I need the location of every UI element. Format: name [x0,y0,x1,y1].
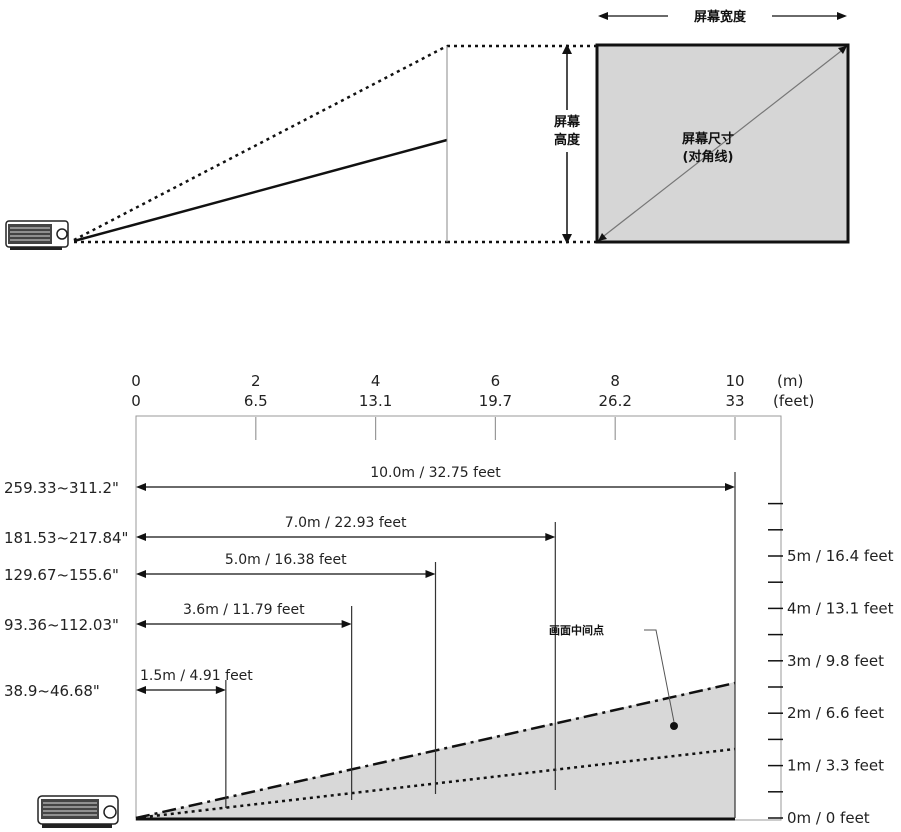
screen-size-label: 38.9~46.68" [4,682,100,700]
x-tick-label-m: 10 [725,372,744,390]
screen-height-label-1: 屏幕 [554,114,581,130]
center-point-marker [670,722,678,730]
x-tick-label-feet: 33 [725,392,744,410]
screen-size-label: 181.53~217.84" [4,529,128,547]
distance-label: 5.0m / 16.38 feet [225,552,347,568]
screen-size-label: 259.33~311.2" [4,479,119,497]
height-label: 0m / 0 feet [787,809,870,827]
center-point-leader [644,629,675,723]
distance-arrowhead-right [215,686,226,694]
screen-height-label-2: 高度 [554,132,581,148]
distance-label: 10.0m / 32.75 feet [370,465,501,481]
height-label: 4m / 13.1 feet [787,599,894,617]
height-label: 3m / 9.8 feet [787,652,884,670]
x-tick-label-feet: 13.1 [359,392,392,410]
screen-size-label: 129.67~155.6" [4,566,119,584]
distance-arrowhead-left [136,570,146,578]
projector-icon-bottom [37,795,119,828]
screen-size-label-2: (对角线) [683,149,734,165]
distance-arrowhead-left [136,686,146,694]
screen-diagonal [599,47,846,240]
distance-arrowhead-right [341,620,352,628]
x-tick-label-m: 0 [131,372,141,390]
x-unit-m: (m) [777,372,803,390]
beam-top-dotted [73,44,448,242]
screen-width-label: 屏幕宽度 [694,9,747,25]
x-tick-label-feet: 19.7 [479,392,512,410]
distance-label: 1.5m / 4.91 feet [140,668,253,684]
x-tick-label-m: 8 [610,372,620,390]
x-tick-label-m: 2 [251,372,261,390]
center-point-label: 画面中间点 [549,623,604,637]
x-tick-label-feet: 26.2 [598,392,631,410]
distance-label: 7.0m / 22.93 feet [285,515,407,531]
throw-distance-chart: 0 0 2 6.5 4 13.1 6 19.7 8 26.2 10 33 (m) (feet) 259… [4,372,894,828]
distance-arrowhead-right [425,570,436,578]
beam-center-line [73,138,448,243]
screen-size-label-1: 屏幕尺寸 [682,131,734,147]
projector-icon [5,220,69,250]
distance-label: 3.6m / 11.79 feet [183,602,305,618]
height-label: 1m / 3.3 feet [787,757,884,775]
x-tick-label-feet: 0 [131,392,141,410]
top-diagram: 屏幕宽度 屏幕 高度 屏幕尺寸 (对角线) [5,9,850,250]
screen-size-label: 93.36~112.03" [4,616,119,634]
distance-arrowhead-right [725,483,735,491]
x-unit-feet: (feet) [773,392,814,410]
distance-arrowhead-right [545,533,556,541]
x-tick-label-feet: 6.5 [244,392,268,410]
distance-arrowhead-left [136,483,146,491]
x-tick-label-m: 6 [491,372,501,390]
x-tick-label-m: 4 [371,372,381,390]
height-label: 5m / 16.4 feet [787,547,894,565]
distance-arrowhead-left [136,620,146,628]
height-label: 2m / 6.6 feet [787,704,884,722]
distance-arrowhead-left [136,533,146,541]
